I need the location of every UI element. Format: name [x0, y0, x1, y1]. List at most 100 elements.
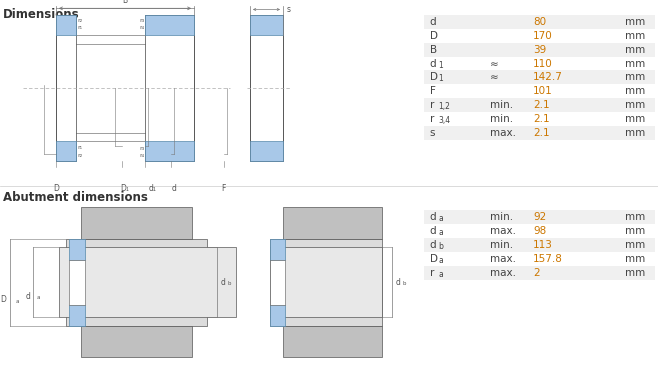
Text: 92: 92	[533, 212, 546, 222]
Text: a: a	[438, 256, 443, 265]
Bar	[145, 15, 194, 161]
Bar	[76, 35, 145, 141]
Text: mm: mm	[625, 114, 645, 124]
Text: min.: min.	[490, 100, 513, 110]
Bar	[56, 15, 76, 35]
Text: 2.1: 2.1	[533, 114, 549, 124]
Text: mm: mm	[625, 240, 645, 250]
Bar	[56, 15, 76, 161]
Text: d: d	[430, 212, 436, 222]
Bar	[270, 305, 285, 326]
Text: d: d	[221, 278, 226, 287]
Text: a: a	[438, 269, 443, 279]
Bar	[66, 239, 207, 326]
Bar	[250, 15, 283, 35]
Text: mm: mm	[625, 86, 645, 96]
Text: r₂: r₂	[77, 153, 82, 158]
Text: 101: 101	[533, 86, 553, 96]
Bar	[69, 239, 85, 260]
Bar	[145, 15, 194, 35]
Text: F: F	[222, 184, 226, 193]
Text: b: b	[228, 281, 231, 286]
Text: a: a	[16, 299, 19, 304]
Text: mm: mm	[625, 212, 645, 222]
Bar	[283, 207, 382, 239]
Text: mm: mm	[625, 72, 645, 82]
Text: 1: 1	[438, 74, 443, 83]
Text: 142.7: 142.7	[533, 72, 563, 82]
Bar	[270, 239, 285, 260]
Text: mm: mm	[625, 59, 645, 69]
Text: D: D	[53, 184, 59, 193]
Text: mm: mm	[625, 45, 645, 55]
Text: d₁: d₁	[149, 184, 157, 193]
Text: mm: mm	[625, 226, 645, 236]
Text: min.: min.	[490, 212, 513, 222]
Bar	[69, 260, 85, 305]
Bar	[424, 70, 655, 85]
Text: max.: max.	[490, 226, 517, 236]
Text: d: d	[430, 17, 436, 27]
Text: B: B	[430, 45, 437, 55]
Text: r₃: r₃	[139, 17, 144, 23]
Text: 80: 80	[533, 17, 546, 27]
Text: D: D	[430, 254, 438, 264]
Bar	[82, 326, 191, 357]
Text: D: D	[430, 72, 438, 82]
Bar	[424, 29, 655, 43]
Text: mm: mm	[625, 268, 645, 277]
Text: r₃: r₃	[139, 146, 144, 151]
Text: s: s	[287, 5, 291, 14]
Text: r₁: r₁	[77, 145, 82, 150]
Text: 2: 2	[533, 268, 540, 277]
Text: a: a	[37, 295, 40, 300]
Text: r₄: r₄	[139, 153, 144, 158]
Text: max.: max.	[490, 268, 517, 277]
Bar	[424, 43, 655, 57]
Text: r: r	[430, 114, 434, 124]
Text: d: d	[172, 184, 177, 193]
Text: b: b	[402, 281, 405, 286]
Text: d: d	[430, 240, 436, 250]
Bar	[424, 266, 655, 279]
Bar	[56, 141, 76, 161]
Text: max.: max.	[490, 128, 517, 138]
Bar	[270, 239, 382, 326]
Bar	[250, 141, 283, 161]
Text: 113: 113	[533, 240, 553, 250]
Text: d: d	[395, 278, 400, 287]
Text: 39: 39	[533, 45, 546, 55]
Text: mm: mm	[625, 100, 645, 110]
Text: 2.1: 2.1	[533, 128, 549, 138]
Text: r: r	[430, 268, 434, 277]
Bar	[270, 260, 285, 305]
Text: mm: mm	[625, 128, 645, 138]
Text: B: B	[122, 0, 128, 5]
Bar	[424, 112, 655, 126]
Bar	[424, 85, 655, 98]
Bar	[424, 252, 655, 266]
Text: 98: 98	[533, 226, 546, 236]
Text: 157.8: 157.8	[533, 254, 563, 264]
Text: ≈: ≈	[490, 72, 499, 82]
Text: 1,2: 1,2	[438, 102, 450, 111]
Text: r₂: r₂	[77, 17, 82, 23]
Text: Dimensions: Dimensions	[3, 8, 80, 21]
Text: 110: 110	[533, 59, 553, 69]
Bar	[59, 247, 236, 317]
Text: D: D	[430, 31, 438, 41]
Bar	[424, 15, 655, 29]
Text: r₄: r₄	[139, 25, 144, 30]
Text: 1: 1	[438, 61, 443, 70]
Text: d: d	[430, 59, 436, 69]
Bar	[424, 224, 655, 238]
Bar	[69, 305, 85, 326]
Text: d: d	[430, 226, 436, 236]
Text: a: a	[438, 228, 443, 237]
Bar	[424, 56, 655, 70]
Bar	[283, 326, 382, 357]
Text: 2.1: 2.1	[533, 100, 549, 110]
Text: D: D	[1, 295, 7, 304]
Text: 170: 170	[533, 31, 553, 41]
Bar	[270, 247, 382, 317]
